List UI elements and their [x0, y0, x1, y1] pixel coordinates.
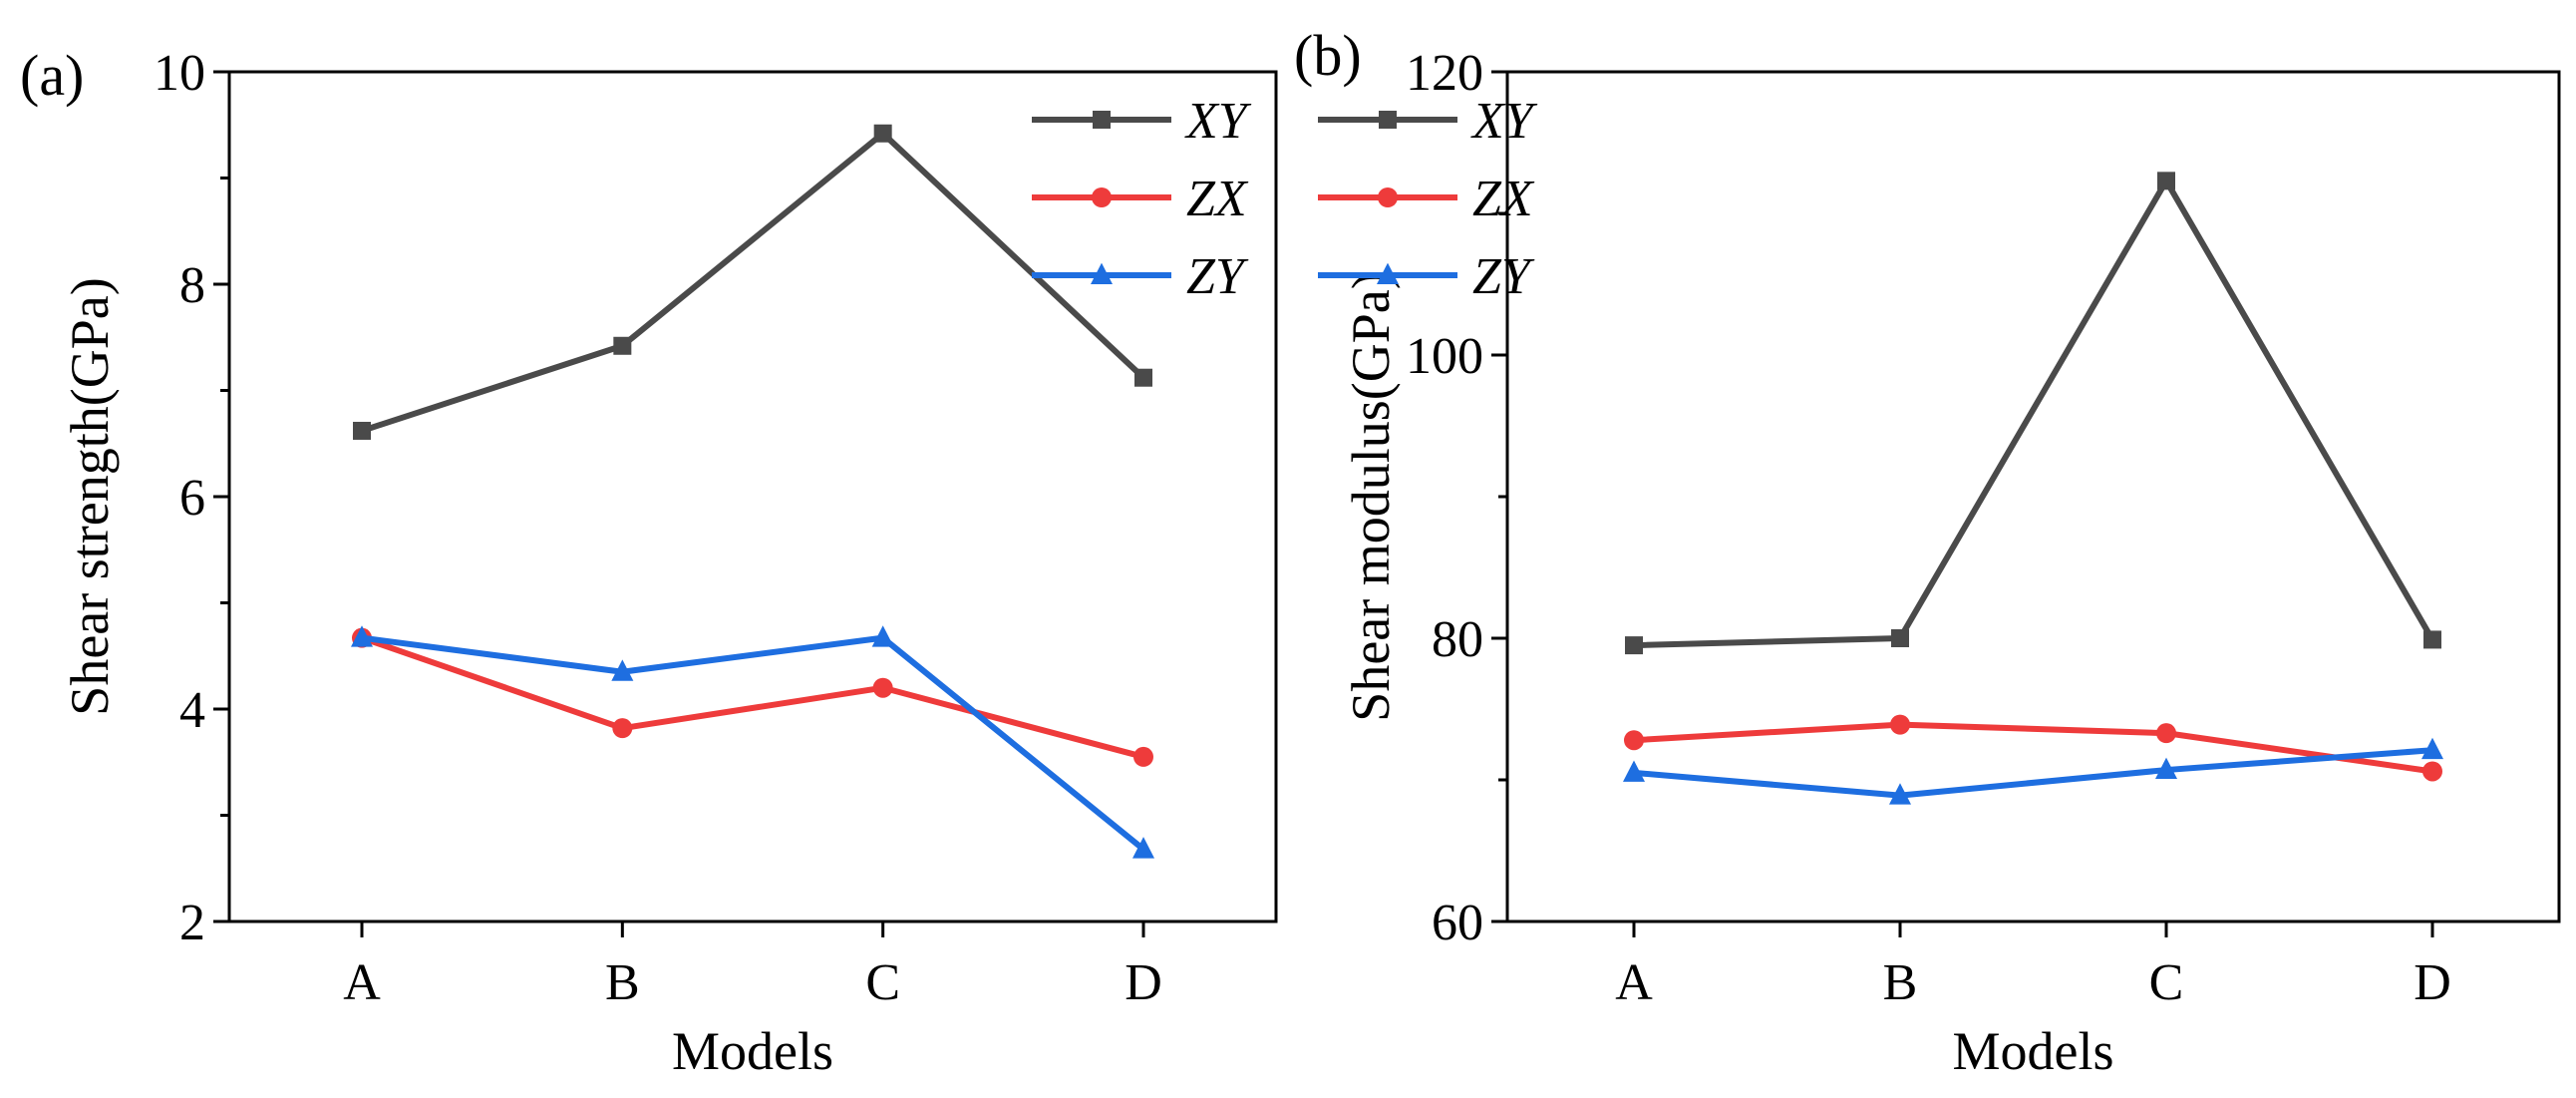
data-point-xy	[2423, 630, 2441, 649]
x-tick-label: C	[865, 954, 900, 1011]
data-point-xy	[1891, 629, 1909, 647]
y-tick-label: 10	[154, 45, 205, 102]
data-point-zx	[2422, 761, 2442, 782]
data-point-zx	[1624, 730, 1644, 751]
data-point-xy	[353, 421, 371, 440]
data-point-xy	[613, 336, 632, 355]
data-point-zy	[871, 625, 894, 647]
x-tick-label: B	[605, 954, 640, 1011]
y-tick-label: 8	[179, 257, 205, 314]
series-line-zy	[1633, 747, 2433, 799]
series-line-xy	[361, 130, 1146, 434]
plot-frame	[1505, 70, 2561, 923]
data-point-zx	[612, 718, 633, 739]
legend-marker-zx	[1092, 187, 1112, 207]
data-point-zy	[1889, 783, 1911, 805]
y-tick-label: 100	[1406, 328, 1483, 385]
panel-label: (b)	[1294, 23, 1362, 88]
legend-marker-zy	[1377, 262, 1399, 284]
data-point-zy	[2421, 737, 2443, 760]
panel-label: (a)	[20, 43, 84, 108]
panel-a: 2 4 6 8 10 A B C D Models Shear strength(GPa) (a) XY…	[20, 43, 1278, 1081]
legend-label-zy: ZY	[1472, 248, 1535, 305]
data-point-zy	[1623, 760, 1645, 782]
series-line-zx	[361, 634, 1144, 760]
data-point-zy	[1132, 837, 1154, 859]
y-tick-label: 4	[179, 682, 205, 739]
legend-marker-xy	[1379, 111, 1397, 129]
data-point-zx	[872, 677, 893, 698]
data-point-xy	[2157, 172, 2175, 190]
x-tick-label: D	[1125, 954, 1162, 1011]
legend-marker-zx	[1378, 187, 1398, 207]
x-tick-label: A	[343, 954, 381, 1011]
series-line-zx	[1633, 721, 2433, 775]
legend-label-xy: XY	[1470, 93, 1538, 150]
data-point-zx	[1890, 714, 1910, 735]
x-axis-label: Models	[1953, 1021, 2114, 1081]
data-point-zy	[611, 659, 634, 681]
legend-label-zy: ZY	[1186, 248, 1249, 305]
legend-marker-zy	[1091, 262, 1113, 284]
series-line-xy	[1633, 178, 2435, 649]
x-tick-label: A	[1615, 954, 1653, 1011]
y-tick-label: 120	[1406, 45, 1483, 102]
y-tick-label: 6	[179, 470, 205, 527]
legend-label-zx: ZX	[1472, 171, 1535, 227]
y-tick-label: 60	[1432, 895, 1483, 951]
data-point-xy	[1625, 636, 1643, 655]
legend-label-zx: ZX	[1186, 171, 1249, 227]
y-axis-label: Shear strength(GPa)	[60, 277, 120, 715]
y-tick-label: 2	[179, 895, 205, 951]
series-line-zy	[361, 634, 1145, 852]
data-point-xy	[873, 124, 892, 143]
data-point-zy	[2155, 757, 2177, 780]
x-tick-label: C	[2149, 954, 2184, 1011]
legend-marker-xy	[1093, 111, 1111, 129]
legend-label-xy: XY	[1184, 93, 1252, 150]
x-axis-label: Models	[672, 1021, 833, 1081]
panel-b: 60 80 100 120 A B C D Models Shear modulus(GPa) (b…	[1294, 23, 2561, 1081]
x-tick-label: B	[1883, 954, 1918, 1011]
data-point-zy	[351, 625, 373, 647]
data-point-zx	[2156, 723, 2176, 744]
data-point-xy	[1134, 368, 1152, 387]
y-axis-label: Shear modulus(GPa)	[1341, 271, 1401, 721]
x-tick-label: D	[2414, 954, 2451, 1011]
y-tick-label: 80	[1432, 611, 1483, 668]
data-point-zx	[1133, 746, 1153, 767]
